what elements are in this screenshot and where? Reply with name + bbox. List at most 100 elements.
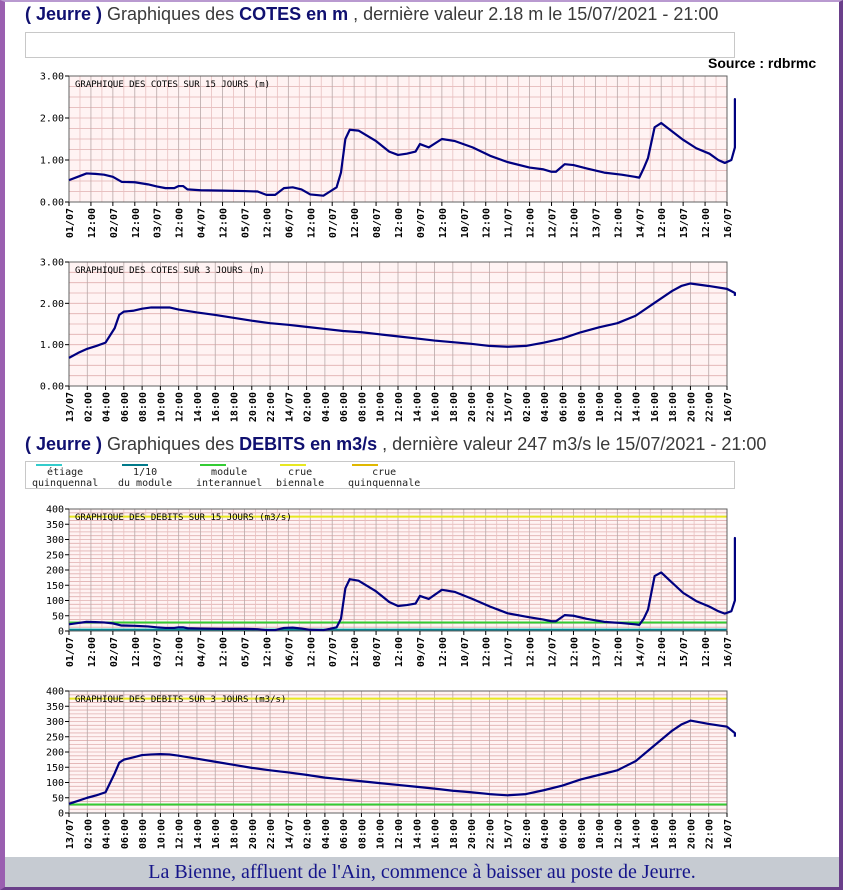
x-tick-label: 22:00: [485, 392, 496, 422]
y-tick-label: 400: [46, 687, 64, 698]
x-tick-label: 12:00: [394, 819, 405, 849]
x-tick-label: 12:00: [701, 208, 712, 238]
x-tick-label: 12:00: [394, 208, 405, 238]
x-tick-label: 10/07: [460, 637, 471, 667]
header-last-value: , dernière valeur 2.18 m le 15/07/2021 -…: [348, 4, 719, 24]
x-tick-label: 16:00: [650, 819, 661, 849]
x-tick-label: 02:00: [303, 392, 314, 422]
x-tick-label: 12:00: [350, 637, 361, 667]
x-tick-label: 16/07: [723, 819, 734, 849]
legend-label: 1/10: [133, 467, 158, 478]
series-line: [68, 719, 736, 805]
legend-label: module: [211, 467, 248, 478]
x-tick-label: 10:00: [595, 392, 606, 422]
y-tick-label: 0.00: [40, 382, 64, 393]
y-tick-label: 300: [46, 717, 64, 728]
legend-swatch: [36, 464, 62, 466]
y-tick-label: 100: [46, 778, 64, 789]
x-tick-label: 09/07: [416, 637, 427, 667]
x-tick-label: 12:00: [438, 637, 449, 667]
station-name: ( Jeurre ): [25, 4, 103, 24]
x-tick-label: 10:00: [376, 392, 387, 422]
x-tick-label: 18:00: [230, 392, 241, 422]
legend-item-module: module interannuel: [196, 464, 262, 489]
legend-item-crue-quinquennale: crue quinquennale: [348, 464, 420, 489]
x-tick-label: 08:00: [138, 392, 149, 422]
x-tick-label: 16:00: [650, 392, 661, 422]
legend-item-dixieme: 1/10 du module: [118, 464, 172, 489]
x-tick-label: 12:00: [131, 208, 142, 238]
y-tick-label: 50: [52, 793, 64, 804]
y-tick-label: 1.00: [40, 340, 64, 351]
x-tick-label: 06:00: [339, 392, 350, 422]
x-tick-label: 12:00: [657, 637, 668, 667]
chart-debits-3-jours: 0 50 100 150 200 250 300 350 400 13/07 02:00 04:00 0…: [46, 687, 736, 849]
x-tick-label: 16:00: [431, 392, 442, 422]
x-tick-label: 12:00: [438, 208, 449, 238]
x-tick-label: 12:00: [175, 819, 186, 849]
x-tick-label: 13/07: [591, 208, 602, 238]
y-tick-label: 2.00: [40, 299, 64, 310]
x-tick-label: 06:00: [339, 819, 350, 849]
y-tick-label: 0: [58, 627, 64, 638]
x-tick-label: 12:00: [613, 637, 624, 667]
y-tick-label: 350: [46, 702, 64, 713]
x-tick-label: 12:00: [613, 392, 624, 422]
x-tick-label: 20:00: [686, 819, 697, 849]
legend-label: crue: [288, 467, 313, 478]
x-tick-label: 06:00: [120, 819, 131, 849]
header-text: Graphiques des: [102, 4, 240, 24]
chart-cotes-15-jours: 0.00 1.00 2.00 3.00 01/07 12:00 02/07 12:00 03/0…: [40, 72, 736, 238]
x-tick-label: 15/07: [679, 208, 690, 238]
legend-label: du module: [118, 478, 173, 489]
x-tick-label: 22:00: [705, 392, 716, 422]
y-tick-label: 200: [46, 748, 64, 759]
x-tick-label: 15/07: [679, 637, 690, 667]
x-tick-label: 05/07: [240, 208, 251, 238]
x-tick-label: 10:00: [595, 819, 606, 849]
legend-swatch: [122, 464, 148, 466]
x-tick-label: 12:00: [175, 392, 186, 422]
x-tick-label: 11/07: [504, 637, 515, 667]
x-tick-label: 08:00: [357, 392, 368, 422]
x-tick-label: 12:00: [482, 208, 493, 238]
chart-title: GRAPHIQUE DES DEBITS SUR 3 JOURS (m3/s): [75, 695, 286, 705]
x-tick-label: 12:00: [175, 637, 186, 667]
x-tick-label: 12:00: [87, 637, 98, 667]
caption: La Bienne, affluent de l'Ain, commence à…: [5, 857, 839, 887]
y-tick-label: 400: [46, 505, 64, 516]
header-measure: DEBITS en m3/s: [239, 434, 378, 454]
x-tick-label: 06/07: [284, 637, 295, 667]
header-text: Graphiques des: [102, 434, 240, 454]
chart-cotes-3-jours: 0.00 1.00 2.00 3.00 13/07 02:00 04:00 06:00 08:0…: [40, 258, 736, 422]
x-tick-label: 10:00: [156, 819, 167, 849]
y-tick-label: 200: [46, 566, 64, 577]
y-tick-label: 1.00: [40, 156, 64, 167]
x-tick-label: 04:00: [540, 819, 551, 849]
x-tick-label: 01/07: [65, 208, 76, 238]
x-tick-label: 15/07: [504, 819, 515, 849]
x-tick-label: 02:00: [83, 392, 94, 422]
chart-title: GRAPHIQUE DES COTES SUR 15 JOURS (m): [75, 80, 270, 90]
x-tick-label: 12:00: [219, 637, 230, 667]
x-tick-label: 18:00: [668, 819, 679, 849]
x-tick-label: 08:00: [357, 819, 368, 849]
y-tick-label: 3.00: [40, 258, 64, 269]
chart-debits-15-jours: 0 50 100 150 200 250 300 350 400 01/07 12:00 02/07 1…: [46, 505, 736, 667]
x-tick-label: 12:00: [526, 637, 537, 667]
y-tick-label: 150: [46, 581, 64, 592]
x-tick-label: 12:00: [306, 208, 317, 238]
x-tick-label: 09/07: [416, 208, 427, 238]
x-tick-label: 04:00: [540, 392, 551, 422]
x-tick-label: 08:00: [138, 819, 149, 849]
y-tick-label: 50: [52, 611, 64, 622]
x-tick-label: 06/07: [284, 208, 295, 238]
x-tick-label: 04:00: [321, 819, 332, 849]
legend-swatch: [352, 464, 378, 466]
x-tick-label: 13/07: [591, 637, 602, 667]
x-tick-label: 12:00: [701, 637, 712, 667]
x-tick-label: 02:00: [522, 819, 533, 849]
header-measure: COTES en m: [239, 4, 349, 24]
x-tick-label: 20:00: [686, 392, 697, 422]
x-tick-label: 22:00: [266, 819, 277, 849]
